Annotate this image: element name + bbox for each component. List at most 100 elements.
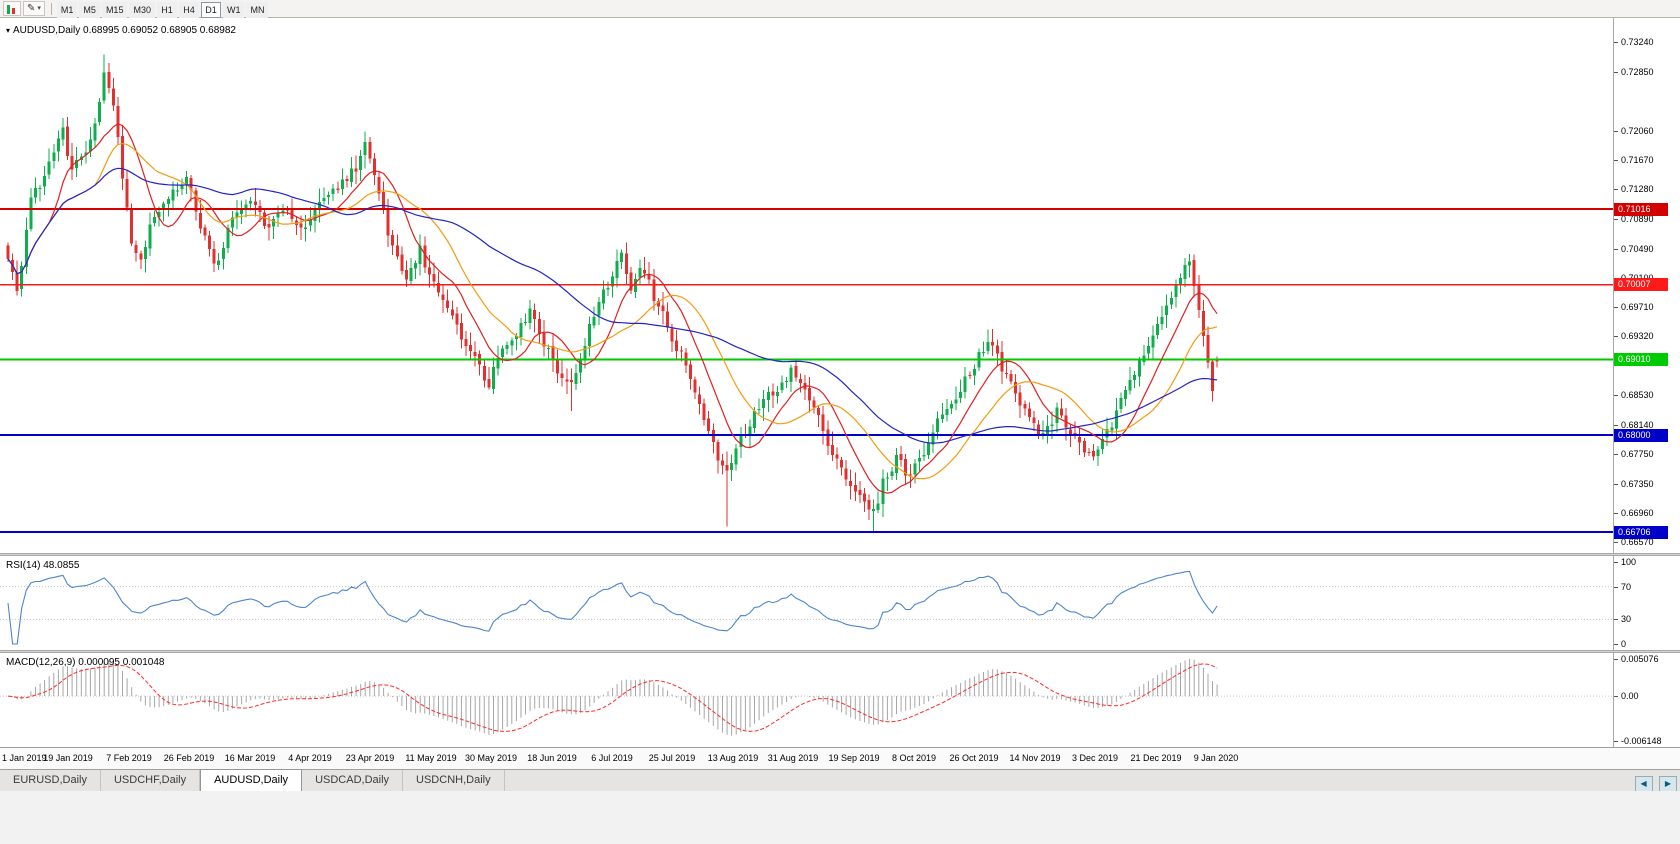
price-tickmark	[1614, 542, 1618, 543]
date-label: 16 Mar 2019	[224, 753, 276, 763]
date-label: 6 Jul 2019	[591, 753, 633, 763]
main-chart-canvas[interactable]	[0, 18, 1614, 553]
rsi-label: RSI(14) 48.0855	[6, 560, 80, 571]
price-tickmark	[1614, 72, 1618, 73]
macd-canvas[interactable]	[0, 653, 1614, 747]
window-filler	[0, 791, 1680, 844]
timeframe-button-h1[interactable]: H1	[156, 1, 177, 18]
rsi-tick-label: 0	[1621, 639, 1627, 649]
date-label: 3 Dec 2019	[1071, 753, 1119, 763]
chart-type-button[interactable]	[3, 1, 21, 16]
price-tickmark	[1614, 42, 1618, 43]
price-tickmark	[1614, 131, 1618, 132]
date-label: 26 Feb 2019	[163, 753, 215, 763]
macd-tickmark	[1614, 741, 1618, 742]
macd-label: MACD(12,26,9) 0.000095 0.001048	[6, 657, 165, 668]
price-tick-label: 0.66960	[1621, 508, 1654, 518]
tab-usdcnh[interactable]: USDCNH,Daily	[403, 770, 505, 791]
price-line-label: 0.71016	[1614, 203, 1668, 216]
tabs-scroll-left-button[interactable]: ◀	[1634, 775, 1653, 792]
rsi-tickmark	[1614, 619, 1618, 620]
candlestick-chart-icon	[7, 4, 17, 14]
top-toolbar: ✎ ▾ M1 M5 M15 M30 H1 H4 D1 W1 MN	[0, 0, 1680, 18]
price-tickmark	[1614, 454, 1618, 455]
price-tickmark	[1614, 395, 1618, 396]
timeframe-button-m1[interactable]: M1	[56, 1, 78, 18]
date-label: 30 May 2019	[464, 753, 518, 763]
timeframe-button-mn[interactable]: MN	[246, 1, 269, 18]
rsi-tick-label: 100	[1621, 557, 1637, 567]
tab-usdchf[interactable]: USDCHF,Daily	[101, 770, 201, 791]
tabs-scroll-right-button[interactable]: ▶	[1659, 775, 1677, 792]
pane-separator[interactable]	[0, 650, 1680, 653]
chevron-down-icon: ▾	[37, 4, 41, 12]
tab-scroll-buttons: ◀ ▶	[1633, 773, 1677, 792]
macd-axis[interactable]: 0.005076 0.00 -0.006148	[1613, 653, 1680, 747]
date-label: 9 Jan 2020	[1193, 753, 1239, 763]
chart-title-ohlc: AUDUSD,Daily 0.68995 0.69052 0.68905 0.6…	[13, 25, 236, 36]
date-label: 8 Oct 2019	[891, 753, 937, 763]
rsi-canvas[interactable]	[0, 556, 1614, 650]
macd-tickmark	[1614, 696, 1618, 697]
rsi-pane: RSI(14) 48.0855 100 70 30 0	[0, 556, 1680, 650]
timeframe-button-w1[interactable]: W1	[222, 1, 245, 18]
tab-usdcad[interactable]: USDCAD,Daily	[302, 770, 404, 791]
rsi-tick-label: 70	[1621, 582, 1632, 592]
price-tickmark	[1614, 307, 1618, 308]
price-tickmark	[1614, 160, 1618, 161]
price-tick-label: 0.69710	[1621, 302, 1654, 312]
date-label: 31 Aug 2019	[767, 753, 819, 763]
timeframe-button-m15[interactable]: M15	[101, 1, 128, 18]
pane-separator[interactable]	[0, 553, 1680, 556]
rsi-axis[interactable]: 100 70 30 0	[1613, 556, 1680, 650]
macd-tickmark	[1614, 659, 1618, 660]
timeframe-button-m5[interactable]: M5	[79, 1, 100, 18]
main-chart-pane: ▾ AUDUSD,Daily 0.68995 0.69052 0.68905 0.…	[0, 18, 1680, 553]
price-tickmark	[1614, 425, 1618, 426]
pencil-icon: ✎	[27, 2, 36, 14]
rsi-tick-label: 30	[1621, 614, 1632, 624]
time-axis[interactable]: 1 Jan 2019 19 Jan 2019 7 Feb 2019 26 Feb 20…	[0, 747, 1680, 769]
price-axis[interactable]: 0.73240 0.72850 0.72060 0.71670 0.71280 0.708…	[1613, 18, 1680, 553]
price-line-label: 0.69010	[1614, 353, 1668, 366]
price-tickmark	[1614, 513, 1618, 514]
chart-collapse-icon: ▾	[6, 26, 11, 35]
timeframe-button-h4[interactable]: H4	[178, 1, 199, 18]
toolbar-separator	[50, 2, 52, 15]
timeframe-button-d1[interactable]: D1	[200, 1, 221, 18]
date-label: 19 Sep 2019	[828, 753, 880, 763]
macd-tick-label: 0.005076	[1621, 654, 1659, 664]
tab-audusd[interactable]: AUDUSD,Daily	[200, 769, 303, 791]
timeframe-button-group: M1 M5 M15 M30 H1 H4 D1 W1 MN	[56, 0, 270, 18]
date-label: 7 Feb 2019	[106, 753, 152, 763]
rsi-tickmark	[1614, 644, 1618, 645]
rsi-tickmark	[1614, 562, 1618, 563]
price-tickmark	[1614, 484, 1618, 485]
price-tick-label: 0.70490	[1621, 244, 1654, 254]
chart-tabs-bar: EURUSD,Daily USDCHF,Daily AUDUSD,Daily USDC…	[0, 769, 1680, 792]
date-label: 26 Oct 2019	[949, 753, 999, 763]
date-label: 1 Jan 2019	[2, 753, 47, 763]
date-label: 25 Jul 2019	[648, 753, 696, 763]
price-tick-label: 0.67350	[1621, 479, 1654, 489]
chart-tabs: EURUSD,Daily USDCHF,Daily AUDUSD,Daily USDC…	[0, 769, 505, 791]
date-label: 23 Apr 2019	[345, 753, 395, 763]
tab-eurusd[interactable]: EURUSD,Daily	[0, 770, 101, 791]
price-tick-label: 0.71280	[1621, 184, 1654, 194]
date-label: 4 Apr 2019	[288, 753, 332, 763]
price-tick-label: 0.71670	[1621, 155, 1654, 165]
chart-header: ▾ AUDUSD,Daily 0.68995 0.69052 0.68905 0.…	[6, 25, 236, 36]
price-tick-label: 0.68140	[1621, 420, 1654, 430]
price-tickmark	[1614, 249, 1618, 250]
macd-pane: MACD(12,26,9) 0.000095 0.001048 0.005076…	[0, 653, 1680, 747]
drawing-tool-button[interactable]: ✎ ▾	[23, 1, 45, 16]
date-label: 14 Nov 2019	[1009, 753, 1061, 763]
date-label: 13 Aug 2019	[707, 753, 759, 763]
date-label: 19 Jan 2019	[43, 753, 93, 763]
timeframe-button-m30[interactable]: M30	[129, 1, 155, 18]
macd-tick-label: 0.00	[1621, 691, 1639, 701]
price-tick-label: 0.67750	[1621, 449, 1654, 459]
price-line-label: 0.68000	[1614, 429, 1668, 442]
price-line-label: 0.70007	[1614, 278, 1668, 291]
macd-tick-label: -0.006148	[1621, 736, 1662, 746]
